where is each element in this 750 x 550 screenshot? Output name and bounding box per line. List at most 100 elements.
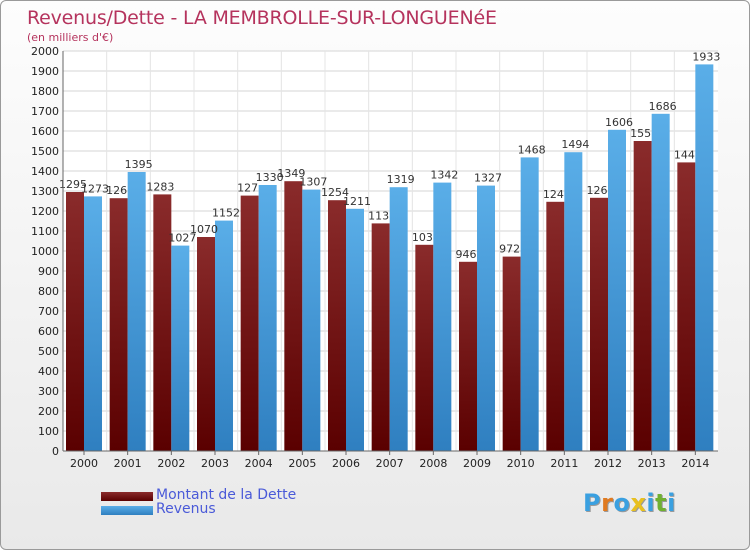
value-label: 1307 <box>299 176 327 189</box>
bar-revenus <box>520 157 539 451</box>
x-tick-label: 2000 <box>70 457 98 470</box>
proxiti-logo: Proxiti <box>583 489 676 517</box>
value-label: 127 <box>237 182 258 195</box>
x-tick-label: 2004 <box>245 457 273 470</box>
bar-dette <box>459 261 477 451</box>
value-label: 113 <box>368 209 389 222</box>
value-label: 1330 <box>256 171 284 184</box>
value-label: 1152 <box>212 207 240 220</box>
y-tick-label: 1300 <box>31 185 59 198</box>
y-tick-label: 1800 <box>31 85 59 98</box>
value-label: 1070 <box>190 223 218 236</box>
y-tick-label: 1500 <box>31 145 59 158</box>
bar-revenus <box>302 189 321 451</box>
bar-revenus <box>258 185 277 451</box>
chart-subtitle: (en milliers d'€) <box>27 31 114 44</box>
value-label: 946 <box>456 248 477 261</box>
x-tick-label: 2007 <box>376 457 404 470</box>
bar-revenus <box>171 245 190 451</box>
bar-dette <box>284 181 303 451</box>
bar-revenus <box>389 187 408 451</box>
bar-revenus <box>477 185 495 451</box>
logo-letter: i <box>646 489 656 517</box>
value-label: 1211 <box>343 195 371 208</box>
value-label: 1273 <box>81 182 109 195</box>
bar-revenus <box>346 208 364 451</box>
bar-dette <box>240 195 259 451</box>
bar-dette <box>502 256 521 451</box>
bar-dette <box>590 197 608 451</box>
value-label: 155 <box>630 127 651 140</box>
x-tick-label: 2014 <box>681 457 709 470</box>
value-label: 1254 <box>321 186 349 199</box>
bar-revenus <box>695 64 714 452</box>
value-label: 1342 <box>430 169 458 182</box>
value-label: 1027 <box>168 232 196 245</box>
bar-dette <box>633 141 652 451</box>
x-tick-label: 2012 <box>594 457 622 470</box>
x-tick-label: 2005 <box>288 457 316 470</box>
x-tick-label: 2013 <box>638 457 666 470</box>
x-tick-label: 2002 <box>157 457 185 470</box>
bar-dette <box>371 223 390 451</box>
y-tick-label: 800 <box>38 285 59 298</box>
value-label: 1606 <box>605 116 633 129</box>
y-tick-label: 1700 <box>31 105 59 118</box>
bar-revenus <box>215 220 233 451</box>
value-label: 1686 <box>649 100 677 113</box>
value-label: 126 <box>106 184 127 197</box>
legend-swatch-revenus <box>101 506 153 515</box>
y-tick-label: 1100 <box>31 225 59 238</box>
value-labels: 1295127312613951283102710701152127133013… <box>59 50 720 260</box>
logo-letter: t <box>655 489 668 517</box>
bar-dette <box>546 201 565 451</box>
bar-dette <box>677 162 696 451</box>
value-label: 1933 <box>692 50 720 63</box>
bar-revenus <box>433 182 452 451</box>
bar-dette <box>197 237 215 451</box>
y-tick-label: 0 <box>52 445 59 458</box>
logo-letter: P <box>583 489 602 517</box>
legend-label-dette: Montant de la Dette <box>156 487 297 503</box>
bar-dette <box>415 244 434 451</box>
value-label: 1349 <box>277 167 305 180</box>
x-tick-label: 2009 <box>463 457 491 470</box>
bar-revenus <box>564 152 583 451</box>
x-tick-label: 2006 <box>332 457 360 470</box>
bar-dette <box>153 194 172 451</box>
legend-swatch-dette <box>101 492 153 501</box>
y-tick-label: 1400 <box>31 165 59 178</box>
y-tick-label: 200 <box>38 405 59 418</box>
y-tick-label: 1900 <box>31 65 59 78</box>
bar-dette <box>109 198 128 451</box>
value-label: 144 <box>674 148 695 161</box>
y-tick-label: 100 <box>38 425 59 438</box>
logo-letter: x <box>630 489 647 517</box>
y-tick-label: 1600 <box>31 125 59 138</box>
y-tick-label: 300 <box>38 385 59 398</box>
value-label: 1319 <box>387 173 415 186</box>
bar-dette <box>66 192 84 451</box>
logo-letter: o <box>613 489 631 517</box>
y-tick-label: 900 <box>38 265 59 278</box>
y-tick-label: 2000 <box>31 45 59 58</box>
value-label: 1327 <box>474 172 502 185</box>
value-label: 1283 <box>146 180 174 193</box>
x-tick-label: 2010 <box>507 457 535 470</box>
y-tick-label: 700 <box>38 305 59 318</box>
y-tick-label: 1200 <box>31 205 59 218</box>
x-tick-label: 2001 <box>114 457 142 470</box>
x-tick-label: 2011 <box>550 457 578 470</box>
y-tick-label: 1000 <box>31 245 59 258</box>
value-label: 1494 <box>561 138 589 151</box>
value-label: 103 <box>412 231 433 244</box>
bar-dette <box>328 200 346 451</box>
value-label: 126 <box>587 184 608 197</box>
bar-revenus <box>608 129 626 452</box>
y-tick-label: 500 <box>38 345 59 358</box>
bar-revenus <box>84 196 102 451</box>
axes: 0 100 200 300 400 500 600 700 800 900 1000 1100 1200… <box>31 45 718 470</box>
x-tick-label: 2008 <box>419 457 447 470</box>
